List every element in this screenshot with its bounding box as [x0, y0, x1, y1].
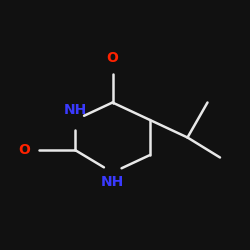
Text: O: O: [18, 143, 30, 157]
Text: O: O: [106, 51, 118, 65]
Text: NH: NH: [64, 104, 87, 118]
Text: NH: NH: [101, 175, 124, 189]
